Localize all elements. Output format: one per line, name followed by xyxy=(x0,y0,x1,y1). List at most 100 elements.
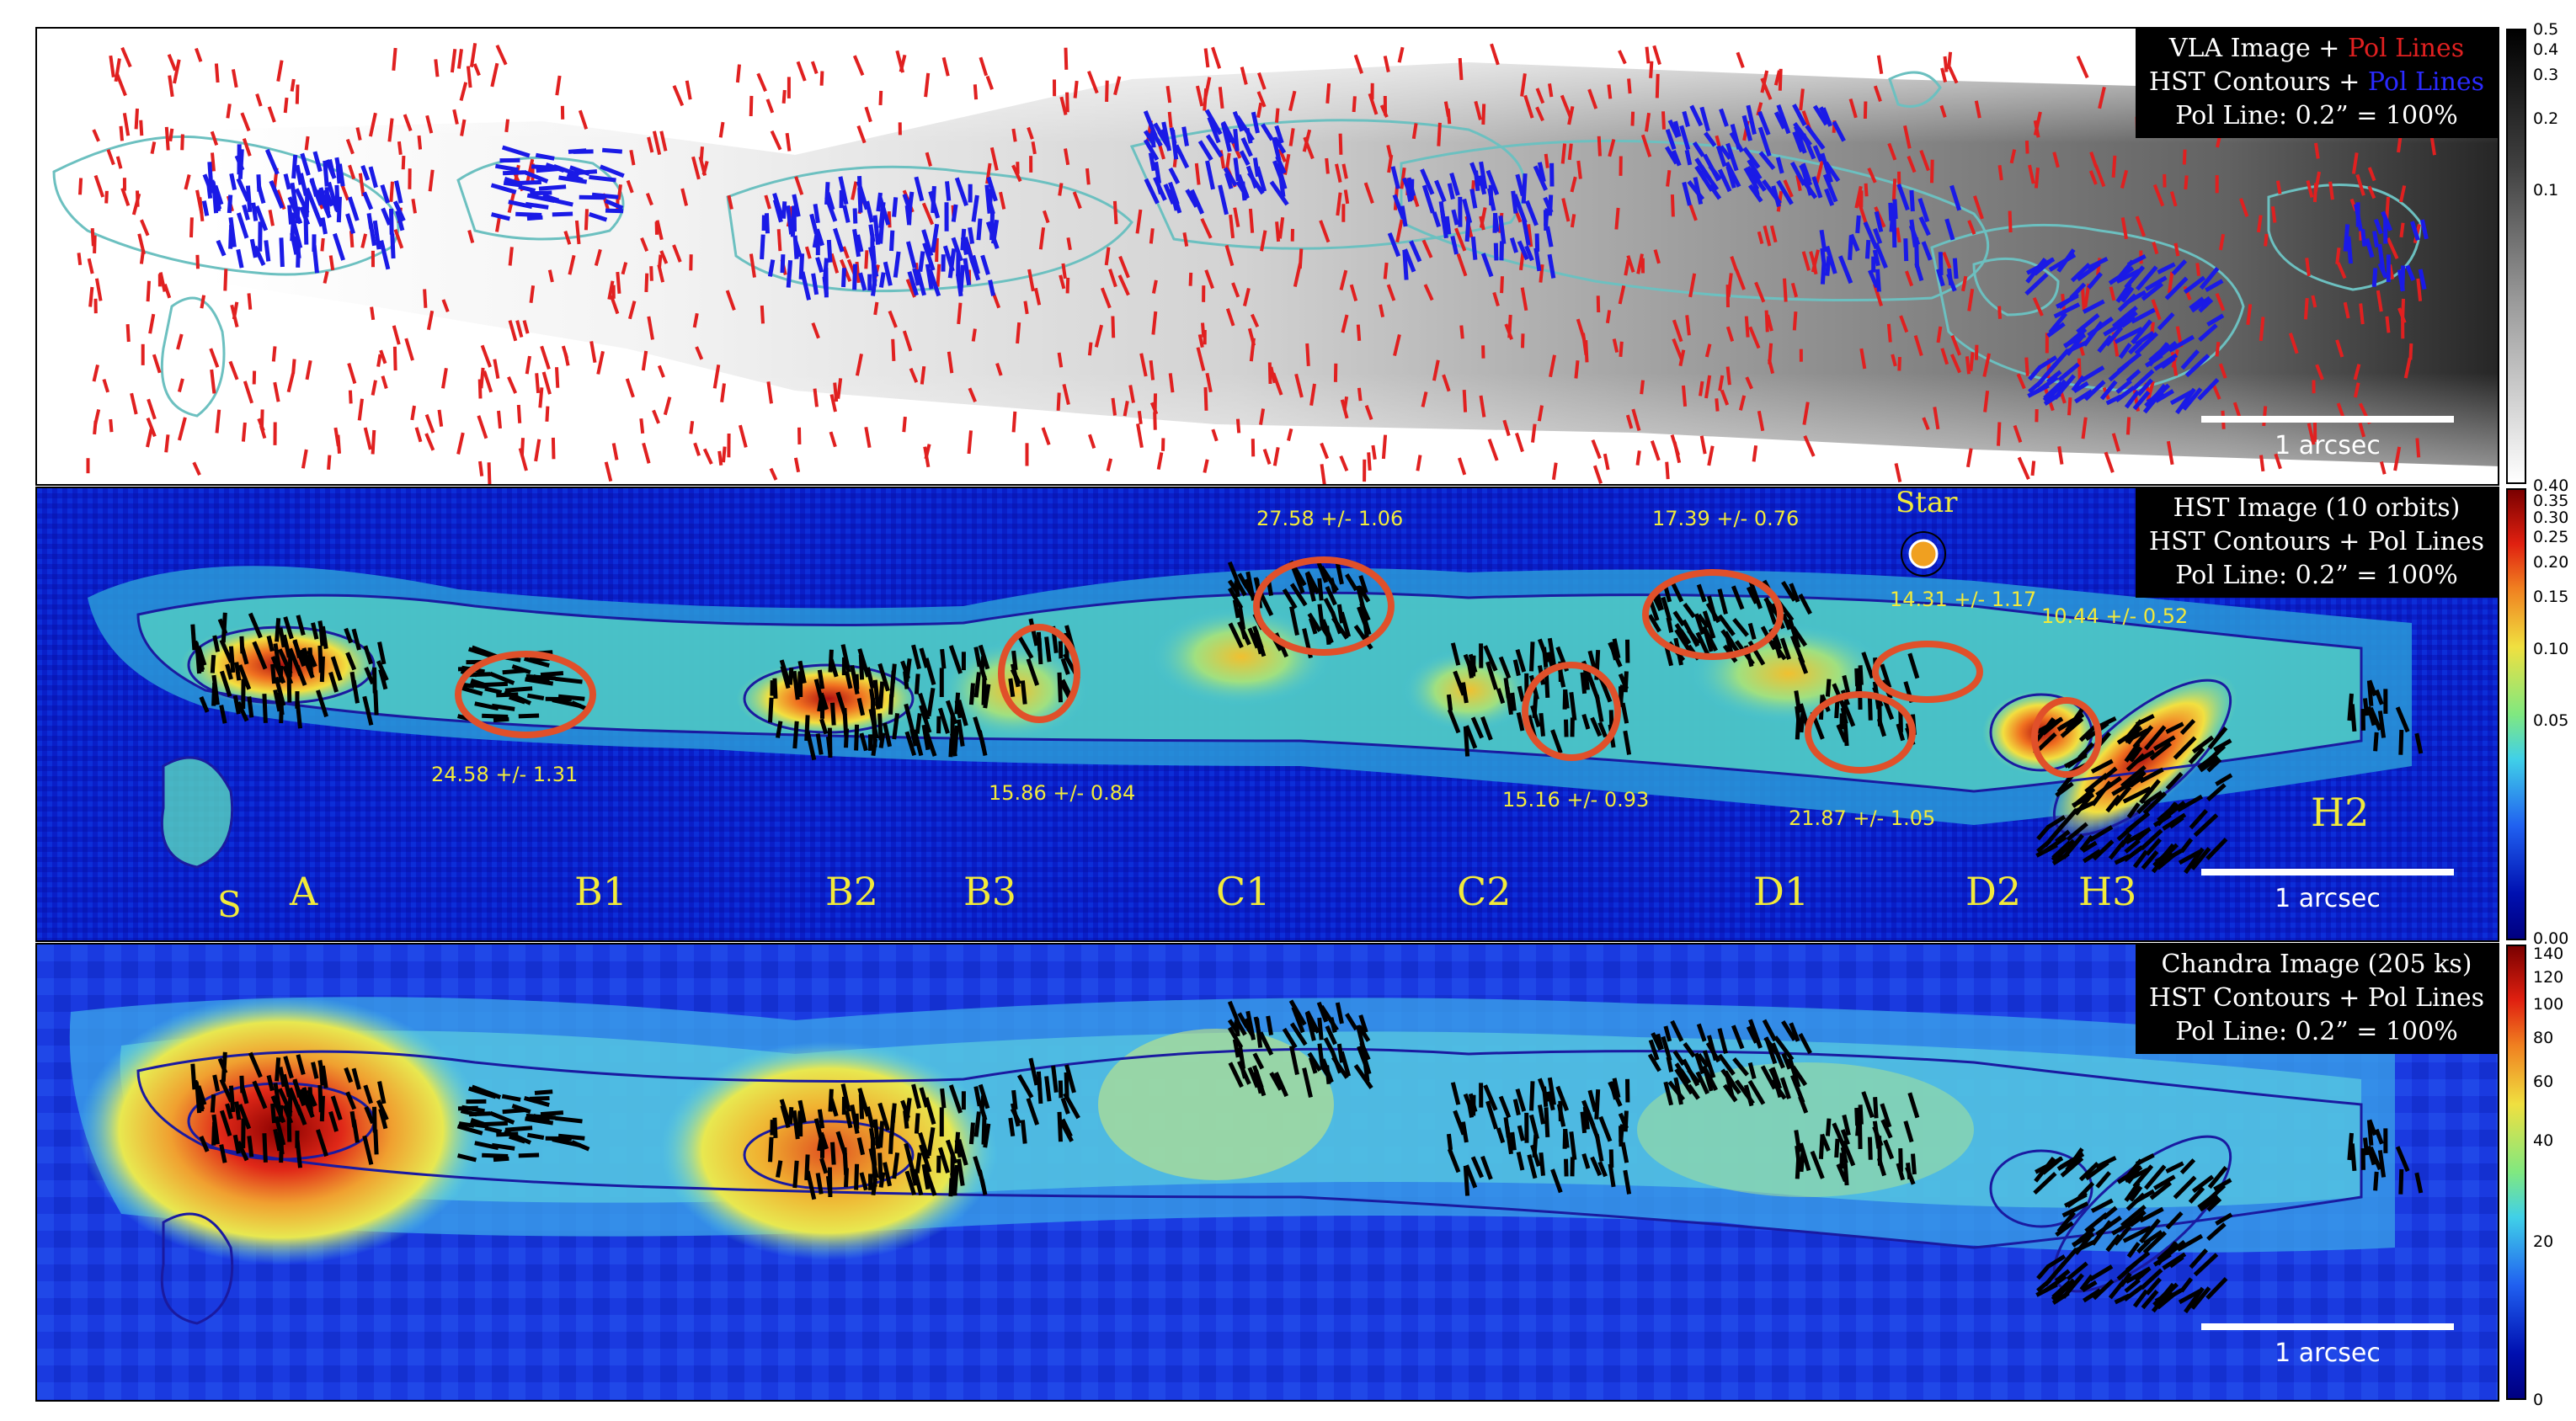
pol-vector xyxy=(318,1067,325,1086)
pol-vector xyxy=(971,194,979,222)
pol-vector xyxy=(824,196,838,222)
pol-vector xyxy=(907,200,913,226)
pol-vector xyxy=(698,156,707,176)
pol-vector xyxy=(219,1078,233,1103)
pol-vector xyxy=(345,213,355,235)
pol-vector xyxy=(983,684,991,709)
pol-vector xyxy=(1305,343,1310,367)
pol-vector xyxy=(605,199,624,210)
pol-vector xyxy=(2057,291,2079,310)
pol-vector xyxy=(924,657,936,685)
pol-vector xyxy=(1523,94,1534,119)
pol-vector xyxy=(1123,401,1129,417)
pol-vector xyxy=(968,1122,975,1145)
pol-vector xyxy=(1204,109,1223,136)
pol-vector xyxy=(1527,1154,1538,1179)
pol-vector xyxy=(1336,192,1342,216)
pol-vector xyxy=(2184,175,2189,190)
pol-vector xyxy=(921,1163,931,1190)
pol-vector xyxy=(1743,1084,1754,1107)
pol-vector xyxy=(857,1088,871,1117)
pol-vector xyxy=(857,175,863,204)
pol-vector xyxy=(1302,129,1312,152)
pol-vector xyxy=(793,457,801,473)
pol-vector xyxy=(493,359,500,379)
pol-vector xyxy=(692,312,699,328)
pol-vector xyxy=(2109,286,2116,301)
pol-vector xyxy=(2135,216,2146,237)
pol-vector xyxy=(1857,200,1868,223)
pol-vector xyxy=(780,665,791,689)
pol-vector xyxy=(2145,275,2168,291)
pol-vector xyxy=(765,98,775,114)
pol-vector xyxy=(459,82,468,102)
pol-vector xyxy=(1111,397,1117,416)
pol-vector xyxy=(547,269,554,283)
pol-vector xyxy=(555,1115,583,1124)
pol-vector xyxy=(1848,98,1858,119)
pol-vector xyxy=(2367,185,2376,200)
pol-vector xyxy=(1256,91,1267,108)
pol-vector xyxy=(2180,349,2200,370)
pol-vector xyxy=(2115,379,2132,394)
pol-vector xyxy=(1550,1168,1563,1194)
pol-vector xyxy=(1752,445,1758,462)
pol-vector xyxy=(1949,184,1962,211)
pol-vector xyxy=(1058,1080,1064,1099)
pol-vector xyxy=(1325,157,1330,174)
pol-vector xyxy=(1197,334,1204,348)
pol-vector xyxy=(912,268,920,286)
pol-vector xyxy=(309,178,319,197)
pol-vector xyxy=(1537,638,1550,663)
pol-vector xyxy=(1207,116,1221,144)
ellipse-d1a xyxy=(1642,569,1784,660)
chandra-tick: 140 xyxy=(2533,945,2564,963)
pol-vector xyxy=(1911,1153,1917,1175)
pol-vector xyxy=(2081,417,2088,439)
pol-vector xyxy=(210,1094,216,1113)
pol-vector xyxy=(1072,191,1082,210)
pol-vector xyxy=(2162,1252,2187,1270)
pol-vector xyxy=(1717,1053,1736,1076)
pol-vector xyxy=(223,269,228,291)
pol-vector xyxy=(347,363,357,385)
pol-vector xyxy=(2173,242,2180,257)
pol-vector xyxy=(534,439,541,462)
pol-vector xyxy=(2215,1212,2233,1226)
pol-vector xyxy=(518,179,542,185)
pol-vector xyxy=(2095,776,2122,797)
pol-vector xyxy=(2206,758,2222,773)
pol-vector xyxy=(838,176,849,205)
pol-vector xyxy=(1317,1017,1324,1040)
pol-vector xyxy=(931,185,936,214)
pol-vector xyxy=(2125,827,2152,844)
pol-vector xyxy=(1776,179,1794,205)
pol-vector xyxy=(538,184,567,191)
pol-vector xyxy=(1546,1091,1555,1111)
pol-vector xyxy=(1886,323,1892,343)
pol-vector xyxy=(793,240,803,258)
pol-vector xyxy=(540,1110,564,1117)
pol-vector xyxy=(1496,1127,1506,1144)
pol-vector xyxy=(629,149,636,166)
pol-vector xyxy=(1259,408,1266,425)
pol-vector xyxy=(257,185,266,205)
pol-vector xyxy=(1349,284,1358,301)
pol-vector xyxy=(1320,1064,1334,1083)
pol-vector xyxy=(1516,711,1525,732)
pol-vector xyxy=(999,191,1006,210)
pol-vector xyxy=(1933,407,1940,430)
pol-vector xyxy=(2034,168,2040,189)
pol-vector xyxy=(2115,386,2136,402)
pol-vector xyxy=(1815,160,1824,184)
ellipse-c2 xyxy=(1522,662,1621,761)
pol-vector xyxy=(2305,258,2311,277)
pol-lines xyxy=(190,560,2424,875)
pol-vector xyxy=(1211,428,1219,442)
pol-vector xyxy=(2416,278,2423,301)
pol-vector xyxy=(616,271,621,294)
pol-vector xyxy=(242,137,252,157)
pol-vector xyxy=(401,156,406,170)
pol-vector xyxy=(2135,713,2155,726)
pol-vector xyxy=(921,229,934,257)
